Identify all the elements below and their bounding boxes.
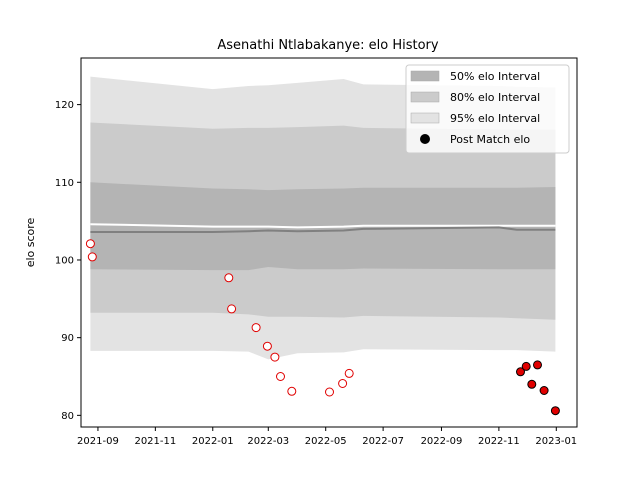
x-tick-label: 2022-03 xyxy=(247,436,289,447)
mode-line xyxy=(90,223,556,229)
elo-point-pre xyxy=(227,304,237,314)
legend-label: Post Match elo xyxy=(450,133,530,146)
elo-point-pre xyxy=(251,323,261,333)
legend-swatch-band95 xyxy=(410,112,440,124)
legend-swatch-band50 xyxy=(410,70,440,82)
legend-label: 80% elo Interval xyxy=(450,91,540,104)
elo-point-post xyxy=(521,361,531,371)
legend-label: 50% elo Interval xyxy=(450,70,540,83)
y-tick-label: 80 xyxy=(61,411,74,422)
y-axis: 80 90 100 110 120 xyxy=(55,100,81,422)
elo-point-pre xyxy=(224,273,234,283)
y-tick-label: 110 xyxy=(55,178,74,189)
legend-box xyxy=(405,64,570,154)
elo-point-pre xyxy=(85,239,95,249)
legend-swatch-band80 xyxy=(410,91,440,103)
y-tick-label: 100 xyxy=(55,255,74,266)
elo-point-pre xyxy=(262,341,272,351)
legend: 50% elo Interval 80% elo Interval 95% elo … xyxy=(405,64,570,154)
elo-point-pre xyxy=(276,372,285,381)
elo-point-pre xyxy=(87,252,97,262)
elo-point-post xyxy=(527,379,537,389)
legend-marker-icon xyxy=(420,134,430,144)
elo-point-pre xyxy=(270,352,280,362)
x-tick-label: 2022-07 xyxy=(362,436,404,447)
data-points xyxy=(85,239,560,416)
x-axis: 2021-09 2021-11 2022-01 2022-03 2022-05 2022-… xyxy=(77,427,577,447)
elo-point-pre xyxy=(338,379,348,388)
legend-label: 95% elo Interval xyxy=(450,112,540,125)
elo-point-pre xyxy=(325,387,334,397)
x-tick-label: 2022-05 xyxy=(305,436,347,447)
mean-line xyxy=(90,226,556,233)
elo-point-post xyxy=(516,367,525,377)
y-tick-label: 120 xyxy=(55,100,74,111)
x-tick-label: 2022-09 xyxy=(421,436,463,447)
elo-point-pre xyxy=(344,368,354,378)
x-tick-label: 2022-11 xyxy=(478,436,520,447)
elo-point-post xyxy=(533,360,542,370)
elo-point-pre xyxy=(287,386,297,396)
y-axis-label: elo score xyxy=(24,217,37,267)
chart-title: Asenathi Ntlabakanye: elo History xyxy=(217,38,439,53)
elo-point-post xyxy=(539,386,549,395)
y-tick-label: 90 xyxy=(61,333,74,344)
x-tick-label: 2021-11 xyxy=(134,436,176,447)
x-tick-label: 2022-01 xyxy=(192,436,234,447)
x-tick-label: 2021-09 xyxy=(77,436,119,447)
x-tick-label: 2023-01 xyxy=(535,436,577,447)
axes-frame xyxy=(80,57,578,428)
elo-point-post xyxy=(550,406,560,416)
